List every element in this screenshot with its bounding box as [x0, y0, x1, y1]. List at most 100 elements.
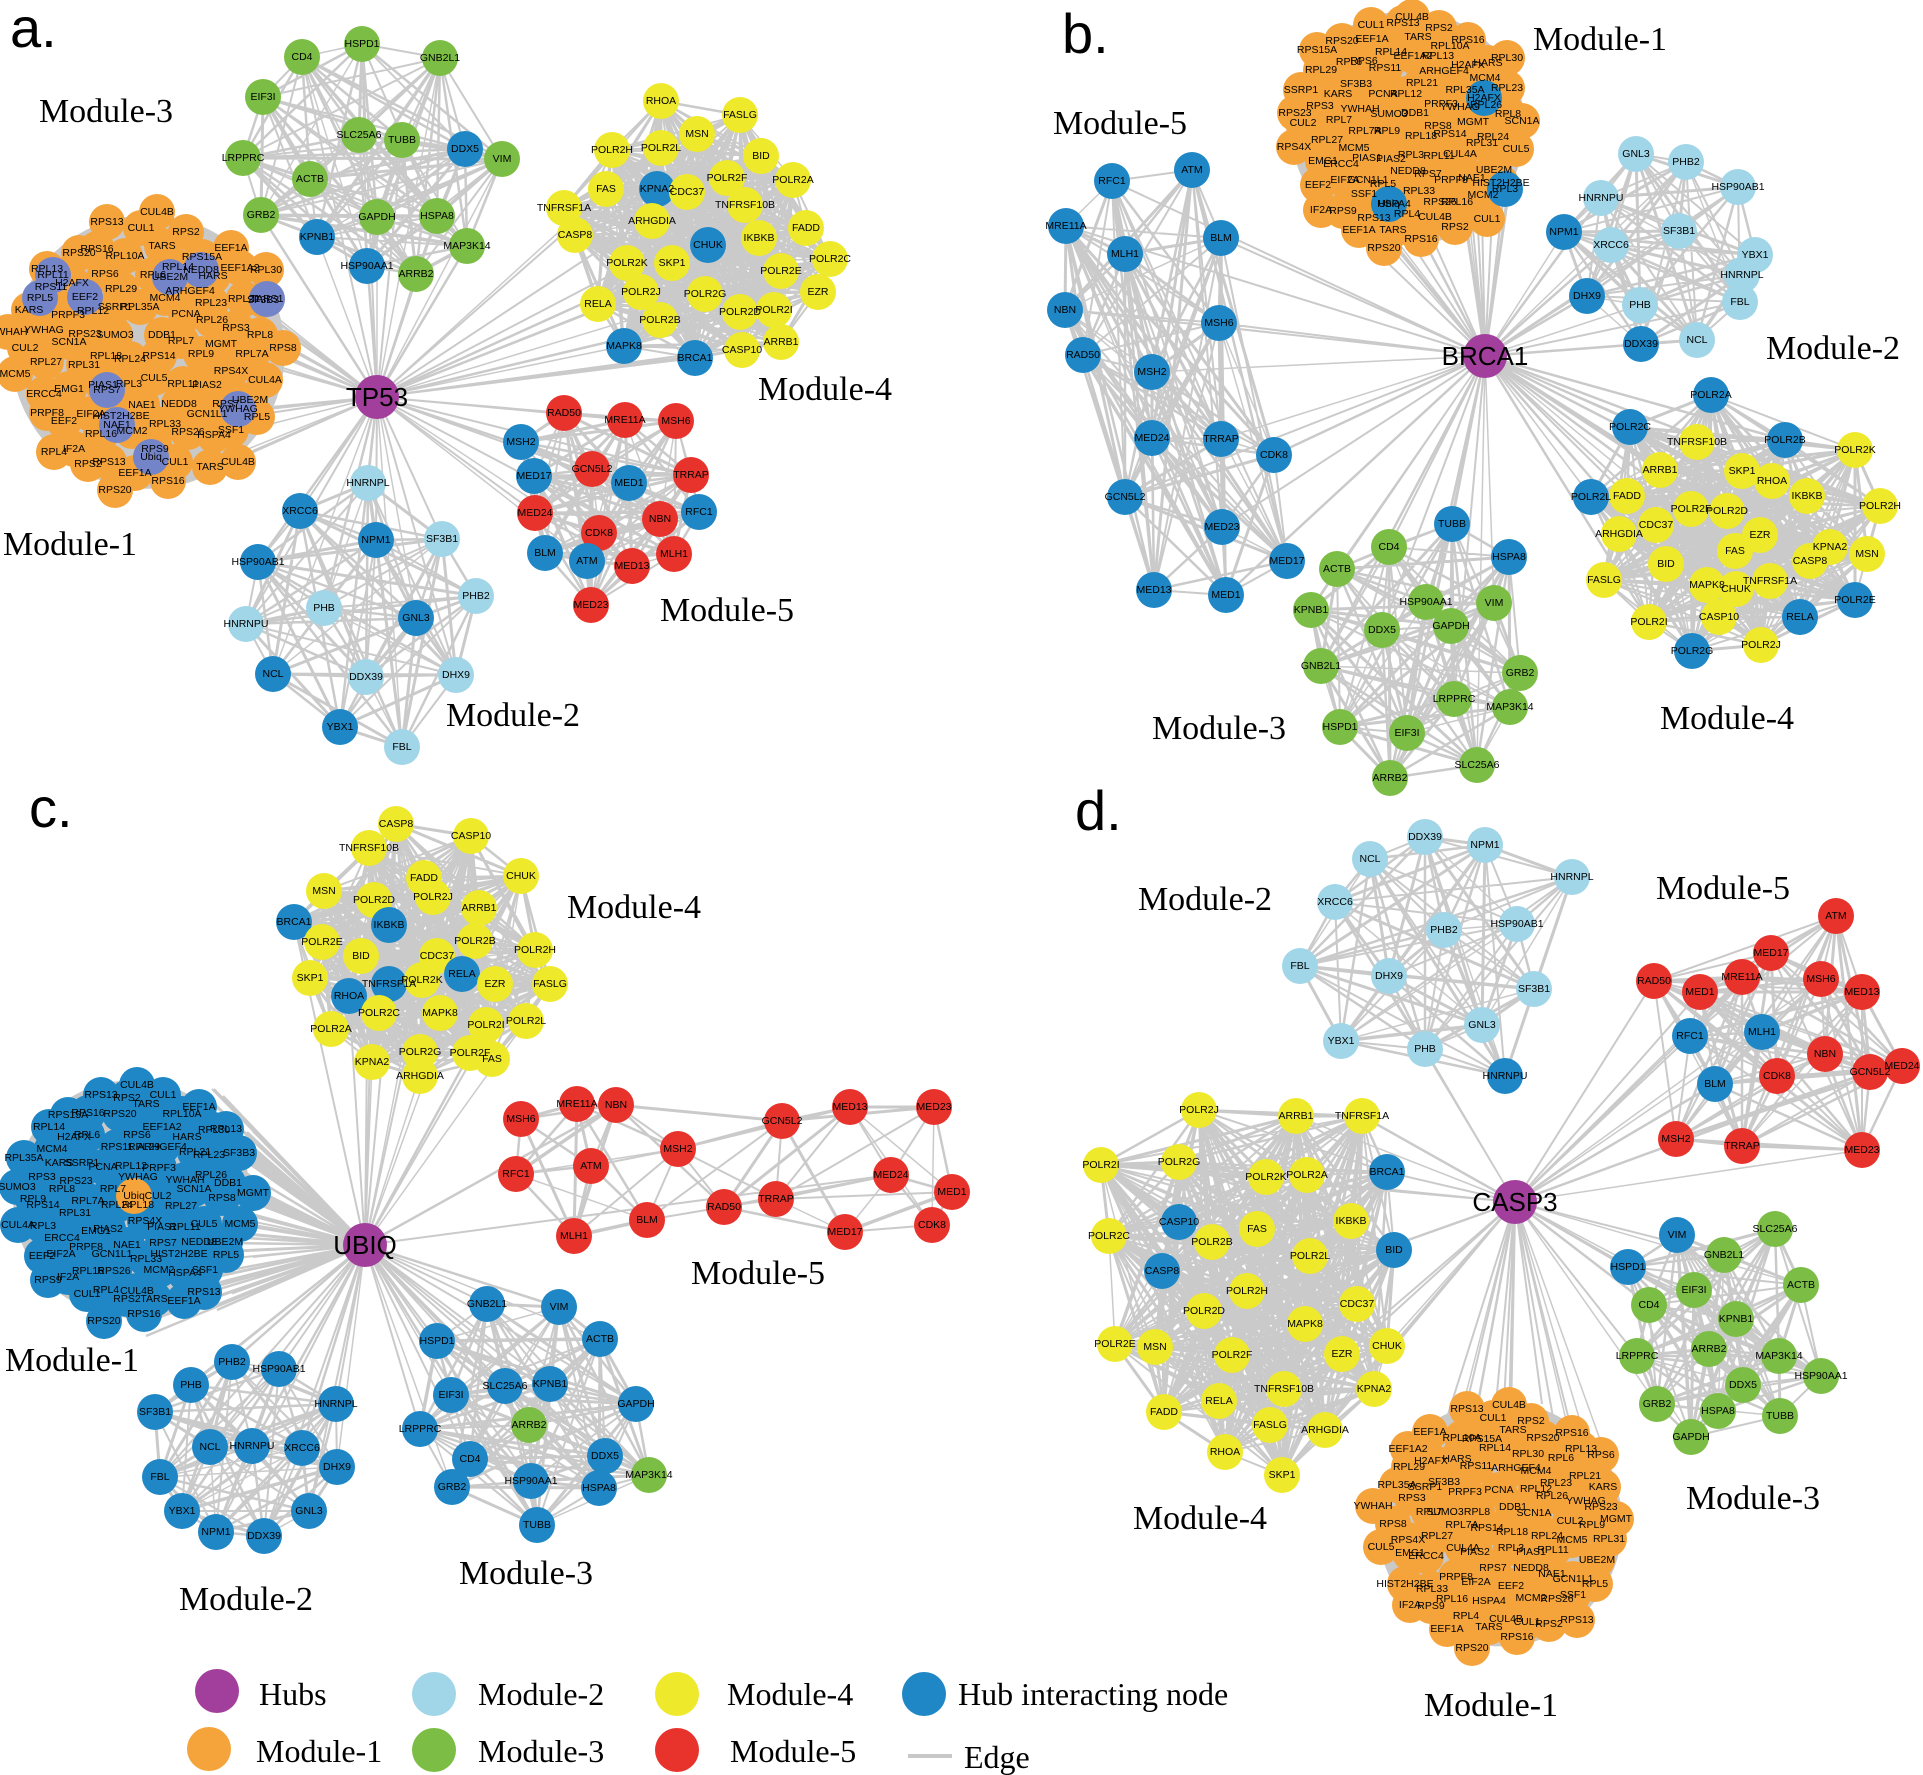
svg-text:RPS7: RPS7: [1479, 1562, 1507, 1574]
svg-text:GRB2: GRB2: [438, 1481, 467, 1493]
svg-text:MCM4: MCM4: [150, 292, 181, 304]
svg-text:EZR: EZR: [1750, 529, 1771, 541]
svg-text:ARHGDIA: ARHGDIA: [1301, 1424, 1349, 1436]
svg-text:YBX1: YBX1: [169, 1505, 196, 1517]
svg-text:BRCA1: BRCA1: [677, 352, 712, 364]
svg-text:SLC25A6: SLC25A6: [1753, 1223, 1798, 1235]
svg-text:DDX5: DDX5: [1368, 624, 1396, 636]
svg-text:RPL21: RPL21: [228, 293, 260, 305]
svg-text:RPL29: RPL29: [1393, 1461, 1425, 1473]
svg-text:RPL7A: RPL7A: [235, 348, 268, 360]
svg-text:RPS20: RPS20: [87, 1315, 120, 1327]
svg-text:RPL4: RPL4: [41, 446, 67, 458]
svg-text:IF2A: IF2A: [63, 443, 85, 455]
svg-text:RPL30: RPL30: [250, 264, 282, 276]
svg-text:MCM5: MCM5: [225, 1218, 256, 1230]
svg-text:CASP10: CASP10: [1699, 611, 1739, 623]
svg-text:XRCC6: XRCC6: [1593, 239, 1629, 251]
svg-text:RPL23: RPL23: [1540, 1477, 1572, 1489]
svg-text:ARHGDIA: ARHGDIA: [628, 215, 676, 227]
svg-text:ACTB: ACTB: [1323, 563, 1351, 575]
svg-text:RPL14: RPL14: [1479, 1442, 1511, 1454]
svg-text:RPS6: RPS6: [123, 1129, 151, 1141]
svg-text:RPS20: RPS20: [1455, 1642, 1488, 1654]
svg-text:KARS: KARS: [1589, 1481, 1618, 1493]
svg-text:MCM5: MCM5: [1339, 142, 1370, 154]
svg-text:RPL10A: RPL10A: [1442, 1432, 1481, 1444]
svg-text:CD4: CD4: [459, 1453, 480, 1465]
svg-text:Module-1: Module-1: [1424, 1687, 1558, 1724]
svg-text:FAS: FAS: [1247, 1223, 1267, 1235]
svg-text:DDB1: DDB1: [148, 329, 176, 341]
svg-text:UBE2M: UBE2M: [1476, 164, 1512, 176]
svg-text:RPL35A: RPL35A: [1377, 1479, 1416, 1491]
svg-text:TARS: TARS: [1499, 1424, 1526, 1436]
svg-text:c.: c.: [29, 776, 73, 839]
svg-text:CD4: CD4: [291, 51, 312, 63]
svg-text:PCNA: PCNA: [1484, 1484, 1513, 1496]
svg-text:PHB: PHB: [313, 602, 335, 614]
svg-text:ERCC4: ERCC4: [1408, 1550, 1444, 1562]
svg-text:RPL31: RPL31: [1466, 137, 1498, 149]
svg-text:RPL21: RPL21: [1406, 77, 1438, 89]
svg-text:H2AFX: H2AFX: [57, 1131, 91, 1143]
svg-text:CASP10: CASP10: [451, 830, 491, 842]
svg-text:H2AFX: H2AFX: [1414, 1455, 1448, 1467]
svg-text:UBE2M: UBE2M: [1579, 1554, 1615, 1566]
svg-text:RPL9: RPL9: [1579, 1519, 1605, 1531]
svg-text:Module-5: Module-5: [660, 592, 794, 629]
svg-text:PRPF3: PRPF3: [142, 1162, 176, 1174]
svg-text:HSPA8: HSPA8: [582, 1482, 616, 1494]
svg-text:POLR2E: POLR2E: [1094, 1338, 1135, 1350]
svg-text:MCM4: MCM4: [1521, 1465, 1552, 1477]
svg-text:EEF1A: EEF1A: [182, 1101, 215, 1113]
svg-text:SSF1: SSF1: [192, 1264, 218, 1276]
svg-text:RPS23: RPS23: [1278, 107, 1311, 119]
svg-text:CASP8: CASP8: [1145, 1265, 1180, 1277]
svg-text:TUBB: TUBB: [1766, 1410, 1794, 1422]
svg-text:RPS3: RPS3: [1306, 100, 1334, 112]
svg-text:GNL3: GNL3: [1622, 148, 1650, 160]
svg-text:SKP1: SKP1: [1729, 465, 1756, 477]
svg-text:MGMT: MGMT: [205, 338, 238, 350]
svg-text:RPS13: RPS13: [1386, 17, 1419, 29]
svg-text:MSN: MSN: [1143, 1341, 1166, 1353]
svg-text:VIM: VIM: [1668, 1229, 1687, 1241]
svg-text:RPS2: RPS2: [113, 1293, 141, 1305]
svg-text:EZR: EZR: [485, 978, 506, 990]
svg-text:HSPD1: HSPD1: [344, 38, 379, 50]
svg-text:HNRNPL: HNRNPL: [1550, 871, 1593, 883]
svg-text:RPL24: RPL24: [1531, 1530, 1563, 1542]
svg-text:MED1: MED1: [1211, 589, 1240, 601]
svg-text:SF3B3: SF3B3: [247, 294, 279, 306]
svg-text:CUL1: CUL1: [1514, 1616, 1541, 1628]
svg-text:RPL9: RPL9: [188, 348, 214, 360]
svg-text:MRE11A: MRE11A: [1045, 220, 1086, 232]
svg-text:Module-5: Module-5: [1053, 105, 1187, 142]
svg-text:POLR2B: POLR2B: [454, 935, 495, 947]
svg-text:YWHAG: YWHAG: [1566, 1495, 1606, 1507]
svg-text:FBL: FBL: [1290, 960, 1309, 972]
svg-text:Module-3: Module-3: [1686, 1480, 1820, 1517]
svg-text:CUL5: CUL5: [191, 1218, 218, 1230]
svg-text:RPS26: RPS26: [1540, 1593, 1573, 1605]
svg-text:RPL18: RPL18: [122, 1199, 154, 1211]
svg-text:SUMO3: SUMO3: [1426, 1506, 1464, 1518]
svg-text:RPL10A: RPL10A: [105, 250, 144, 262]
svg-text:POLR2B: POLR2B: [1764, 434, 1805, 446]
svg-text:POLR2K: POLR2K: [401, 974, 442, 986]
svg-text:Module-4: Module-4: [758, 371, 892, 408]
svg-text:Ubiq: Ubiq: [140, 451, 162, 463]
svg-text:TRRAP: TRRAP: [1203, 433, 1239, 445]
svg-text:PHB2: PHB2: [1672, 156, 1700, 168]
svg-text:DHX9: DHX9: [1375, 970, 1403, 982]
svg-text:UBE2M: UBE2M: [232, 394, 268, 406]
svg-text:PIAS2: PIAS2: [1460, 1546, 1490, 1558]
svg-text:TARS: TARS: [1379, 224, 1406, 236]
svg-text:EMG1: EMG1: [54, 383, 84, 395]
svg-text:RPL18: RPL18: [1405, 130, 1437, 142]
svg-text:MED23: MED23: [573, 599, 608, 611]
svg-text:PRPF3: PRPF3: [1448, 1486, 1482, 1498]
svg-text:BLM: BLM: [1210, 232, 1232, 244]
svg-text:ERCC4: ERCC4: [1323, 158, 1359, 170]
